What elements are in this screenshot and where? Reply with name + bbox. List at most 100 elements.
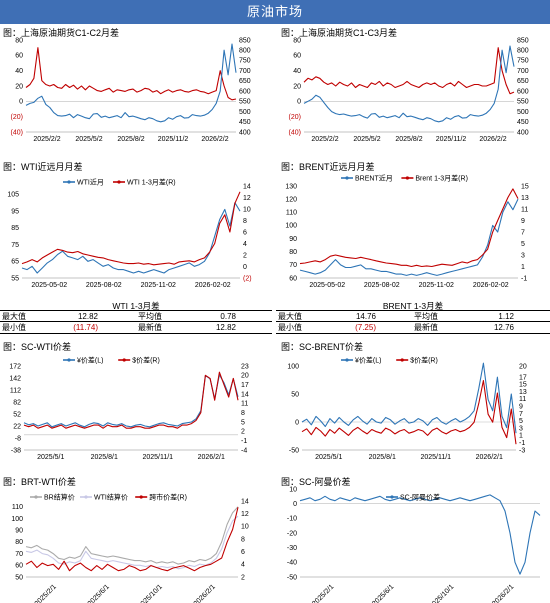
x-tick-label: 2026/2/1 xyxy=(491,583,515,603)
y-right-tick-label: 2 xyxy=(241,574,245,581)
x-tick-label: 2025-05-02 xyxy=(31,282,67,289)
y-left-tick-label: (20) xyxy=(289,114,301,121)
stats-row: 最小值 (7.25) 最新值 12.76 xyxy=(276,321,550,334)
y-right-tick-label: 850 xyxy=(517,37,529,44)
y-left-tick-label: 95 xyxy=(11,208,19,215)
series-line-2 xyxy=(299,188,519,268)
y-left-tick-label: -30 xyxy=(287,545,297,552)
y-right-tick-label: 750 xyxy=(517,58,529,65)
chart-title: 图：BRT-WTI价差 xyxy=(3,477,76,487)
y-right-tick-label: 14 xyxy=(241,498,249,505)
legend-marker xyxy=(67,180,71,184)
stat-label: 最新值 xyxy=(138,323,162,332)
y-right-tick-label: 7 xyxy=(519,411,523,418)
y-right-tick-label: 0 xyxy=(243,264,247,271)
y-right-tick-label: 800 xyxy=(239,48,251,55)
y-right-tick-label: 3 xyxy=(521,252,525,259)
y-right-tick-label: 12 xyxy=(241,511,249,518)
y-left-tick-label: 90 xyxy=(289,236,297,243)
y-right-tick-label: 15 xyxy=(521,183,529,190)
x-tick-label: 2025/8/1 xyxy=(369,454,396,461)
y-left-tick-label: (40) xyxy=(289,129,301,136)
y-left-tick-label: 22 xyxy=(13,423,21,430)
y-left-tick-label: 80 xyxy=(15,539,23,546)
x-tick-label: 2025-05-02 xyxy=(309,282,345,289)
stat-value: 12.76 xyxy=(493,323,514,332)
stats-wti: WTI 1-3月差 最大值 12.82 平均值 0.78 最小值 (11.74)… xyxy=(0,299,272,335)
chart-svg: 60708090100110120130-1135791113152025-05… xyxy=(285,173,529,289)
y-right-tick-label: 14 xyxy=(241,391,249,398)
stat-label: 最新值 xyxy=(414,323,438,332)
y-right-tick-label: 1 xyxy=(521,264,525,271)
y-right-tick-label: -1 xyxy=(241,438,247,445)
stats-brent: BRENT 1-3月差 最大值 14.76 平均值 1.12 最小值 (7.25… xyxy=(276,299,550,335)
x-tick-label: 2025/11/1 xyxy=(142,454,173,461)
stat-value: 0.78 xyxy=(220,312,236,321)
y-right-tick-label: 14 xyxy=(243,183,251,190)
y-left-tick-label: 172 xyxy=(9,363,21,370)
y-left-tick-label: 60 xyxy=(15,53,23,60)
y-right-tick-label: 600 xyxy=(517,88,529,95)
y-right-tick-label: 20 xyxy=(241,373,249,380)
y-right-tick-label: 3 xyxy=(519,425,523,432)
y-right-tick-label: 13 xyxy=(519,389,527,396)
series-line-2 xyxy=(25,515,239,570)
y-left-tick-label: 55 xyxy=(11,275,19,282)
series-line-1 xyxy=(299,494,541,575)
y-left-tick-label: (40) xyxy=(11,129,23,136)
chart-title: 图：SC-WTI价差 xyxy=(3,342,71,352)
y-left-tick-label: 85 xyxy=(11,225,19,232)
y-right-tick-label: 4 xyxy=(241,562,245,569)
y-right-tick-label: 20 xyxy=(519,363,527,370)
y-right-tick-label: 8 xyxy=(241,410,245,417)
series-line-1 xyxy=(299,198,519,276)
y-right-tick-label: 6 xyxy=(241,549,245,556)
x-tick-label: 2025/6/1 xyxy=(87,583,111,603)
y-right-tick-label: -1 xyxy=(519,440,525,447)
legend-marker xyxy=(34,495,38,499)
y-right-tick-label: 8 xyxy=(243,218,247,225)
y-left-tick-label: -8 xyxy=(15,435,21,442)
y-left-tick-label: 60 xyxy=(289,275,297,282)
y-right-tick-label: 17 xyxy=(241,382,249,389)
y-left-tick-label: 0 xyxy=(19,99,23,106)
y-right-tick-label: 10 xyxy=(243,206,251,213)
legend-label: WTI 1-3月差(R) xyxy=(127,177,176,186)
chart-title: 图：上海原油期货C1-C3月差 xyxy=(281,28,398,38)
y-left-tick-label: 75 xyxy=(11,242,19,249)
y-right-tick-label: -3 xyxy=(519,447,525,454)
y-right-tick-label: (2) xyxy=(243,275,252,282)
chart-svg: (40) (20) 0 20 40 60 80 400 450 500 550 600 650 700 75… xyxy=(11,37,251,143)
y-right-tick-label: -1 xyxy=(521,275,527,282)
y-right-tick-label: 750 xyxy=(239,58,251,65)
y-left-tick-label: 100 xyxy=(287,363,299,370)
y-left-tick-label: 0 xyxy=(295,419,299,426)
y-right-tick-label: 500 xyxy=(517,109,529,116)
x-tick-label: 2026/2/1 xyxy=(476,454,503,461)
y-left-tick-label: 90 xyxy=(15,528,23,535)
y-right-tick-label: 400 xyxy=(517,129,529,136)
y-right-tick-label: 7 xyxy=(521,229,525,236)
y-left-tick-label: -40 xyxy=(287,560,297,567)
y-right-tick-label: 700 xyxy=(517,68,529,75)
panel-brt-wti: 图：BRT-WTI价差 50 60 70 80 90 100 110 2 4 6 8 10 12 14 20… xyxy=(0,475,272,603)
y-right-tick-label: 13 xyxy=(521,195,529,202)
x-tick-label: 2026/2/2 xyxy=(201,136,228,143)
y-left-tick-label: 80 xyxy=(293,37,301,44)
stat-label: 最小值 xyxy=(2,323,26,332)
x-tick-label: 2025/11/1 xyxy=(420,454,451,461)
x-tick-label: 2025-11-02 xyxy=(141,282,176,289)
x-tick-label: 2025/8/2 xyxy=(395,136,422,143)
y-right-tick-label: 11 xyxy=(521,206,528,213)
panel-sc-c1c2: 图：上海原油期货C1-C2月差 (40) (20) 0 20 40 60 80 400 450 5… xyxy=(0,26,272,154)
y-left-tick-label: 120 xyxy=(285,196,297,203)
y-left-tick-label: 110 xyxy=(12,504,23,511)
x-tick-label: 2025/11/2 xyxy=(436,136,467,143)
x-tick-label: 2025/8/1 xyxy=(91,454,118,461)
series-line-2 xyxy=(25,43,237,123)
y-right-tick-label: 850 xyxy=(239,37,251,44)
stats-row: 最大值 14.76 平均值 1.12 xyxy=(276,310,550,322)
y-right-tick-label: 500 xyxy=(239,109,251,116)
